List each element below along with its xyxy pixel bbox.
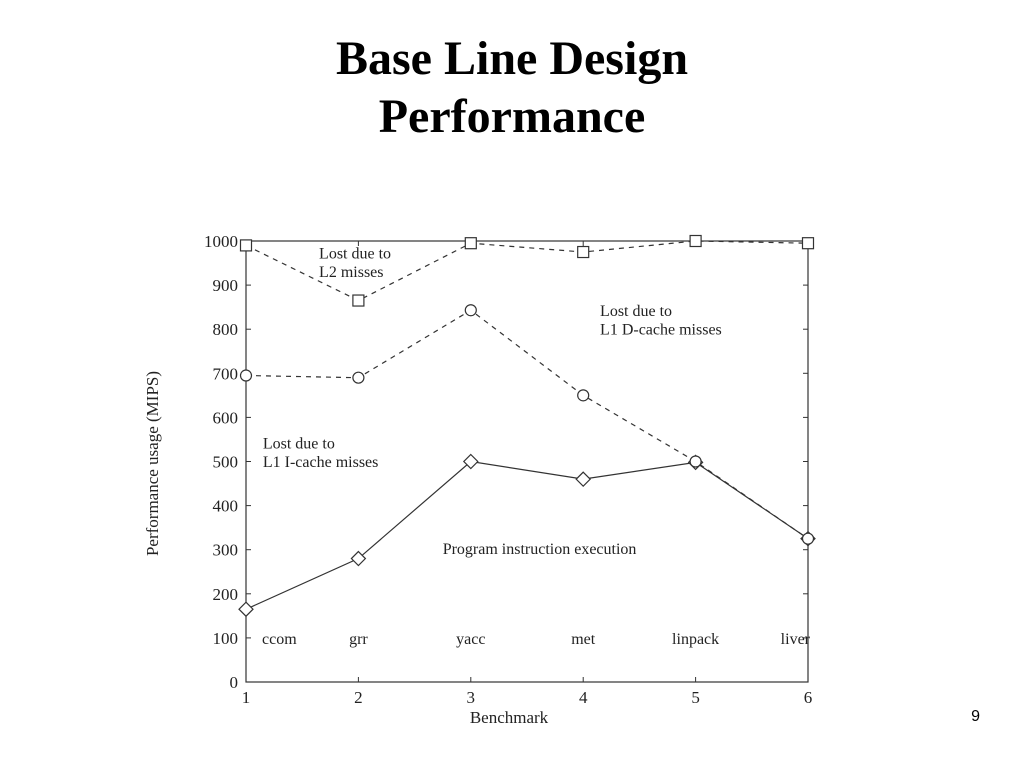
slide-title: Base Line Design Performance xyxy=(0,30,1024,146)
chart-annotation: Lost due to xyxy=(263,435,335,452)
data-point-square xyxy=(801,237,815,250)
data-point-square xyxy=(689,234,702,248)
data-point-square xyxy=(464,237,477,250)
data-point-diamond xyxy=(350,550,367,567)
y-tick-label: 500 xyxy=(213,453,239,472)
y-tick-label: 200 xyxy=(213,585,239,604)
benchmark-label: yacc xyxy=(456,631,485,648)
y-tick-label: 800 xyxy=(213,320,239,339)
series-line-diamond xyxy=(245,460,809,610)
y-tick-label: 100 xyxy=(213,629,239,648)
series-line-square xyxy=(245,240,809,302)
chart-annotation: Lost due to xyxy=(600,303,672,320)
benchmark-label: liver xyxy=(781,631,811,648)
y-tick-label: 300 xyxy=(213,541,239,560)
benchmark-label: ccom xyxy=(262,631,297,648)
x-tick-label: 2 xyxy=(354,688,363,707)
x-tick-label: 4 xyxy=(579,688,588,707)
chart-annotation: L1 D-cache misses xyxy=(600,321,722,338)
x-tick-label: 6 xyxy=(804,688,813,707)
data-point-diamond xyxy=(238,601,254,618)
title-line-2: Performance xyxy=(378,90,646,143)
benchmark-label: grr xyxy=(349,631,368,648)
title-line-1: Base Line Design xyxy=(335,32,689,85)
data-point-square xyxy=(239,239,253,252)
data-point-square xyxy=(577,245,590,259)
page-number: 9 xyxy=(971,708,980,725)
data-point-circle xyxy=(464,304,477,317)
data-point-diamond xyxy=(462,453,479,470)
data-point-circle xyxy=(239,369,253,382)
y-tick-label: 1000 xyxy=(204,232,238,251)
benchmark-label: linpack xyxy=(672,631,719,648)
x-tick-label: 3 xyxy=(467,688,476,707)
y-axis-label: Performance usage (MIPS) xyxy=(143,371,162,556)
y-tick-label: 400 xyxy=(213,497,239,516)
benchmark-label: met xyxy=(571,631,596,648)
x-tick-label: 1 xyxy=(242,688,251,707)
data-point-circle xyxy=(352,371,365,384)
chart-annotation: L1 I-cache misses xyxy=(263,454,379,471)
chart-annotation: Program instruction execution xyxy=(443,541,637,558)
data-point-circle xyxy=(801,532,815,545)
chart-annotation: Lost due to xyxy=(319,246,391,263)
y-tick-label: 0 xyxy=(230,673,239,692)
chart-annotation: L2 misses xyxy=(319,264,383,281)
series-line-circle xyxy=(245,309,809,540)
data-point-circle xyxy=(689,455,702,468)
x-tick-label: 5 xyxy=(691,688,700,707)
y-tick-label: 600 xyxy=(213,408,239,427)
data-point-square xyxy=(352,294,365,307)
data-point-circle xyxy=(577,389,590,402)
y-tick-label: 700 xyxy=(213,364,239,383)
data-point-diamond xyxy=(575,471,592,487)
y-tick-label: 900 xyxy=(213,276,239,295)
x-axis-label: Benchmark xyxy=(470,708,549,727)
